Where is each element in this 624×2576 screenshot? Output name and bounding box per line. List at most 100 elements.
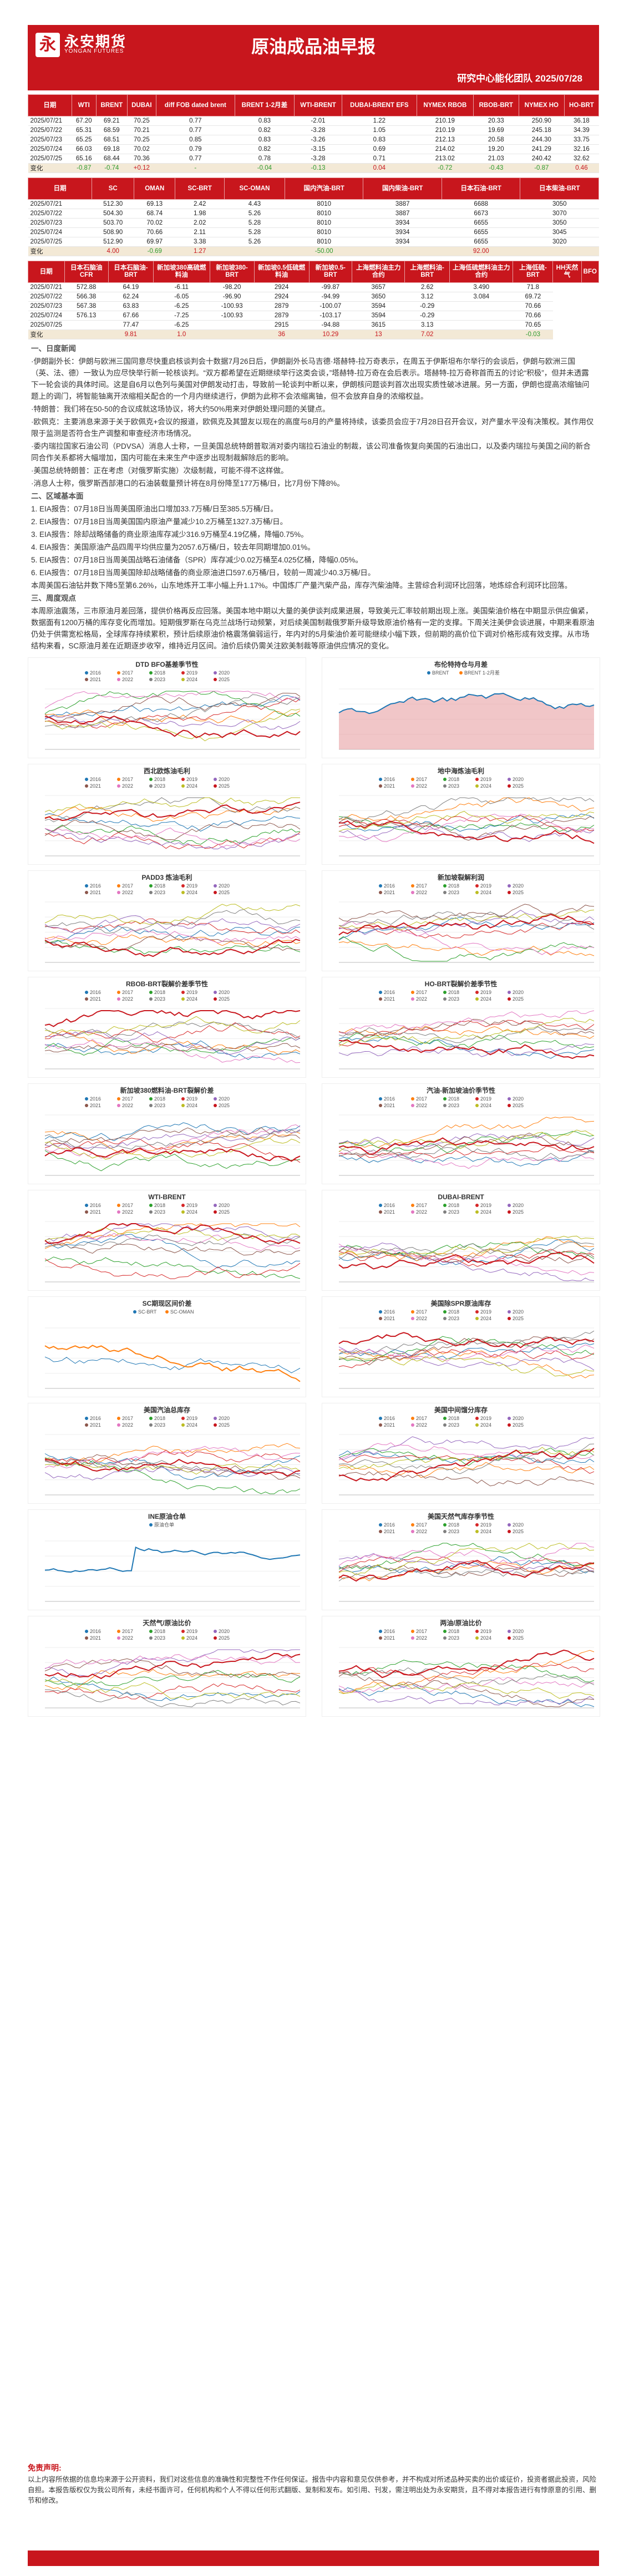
column-header: NYMEX RBOB (416, 94, 474, 116)
legend-swatch (411, 1097, 414, 1101)
series-line (338, 1336, 595, 1362)
series-line (338, 1026, 595, 1039)
table-cell: 66.03 (72, 144, 97, 154)
chart-title: DTD BFO基差季节性 (135, 660, 198, 668)
table-row: 2025/07/24 576.13 67.66 -7.25 -100.93 2879 -10… (28, 311, 599, 321)
legend-swatch (149, 671, 153, 675)
legend-swatch (181, 891, 185, 894)
footer-bar (28, 2550, 599, 2566)
column-header: 日本石脑油CFR (64, 261, 109, 283)
series-line (44, 1129, 301, 1149)
legend-swatch (117, 1417, 120, 1420)
table-cell: 33.75 (564, 135, 599, 145)
series-line (338, 1667, 595, 1685)
view-heading: 三、周度观点 (31, 594, 76, 602)
column-header: WTI-BRENT (294, 94, 342, 116)
series-line (44, 807, 301, 822)
legend-label: 2025 (513, 996, 524, 1002)
legend-label: 2016 (384, 883, 395, 889)
legend-swatch (475, 778, 479, 781)
table-cell: 6655 (442, 237, 520, 247)
legend-label: 2023 (448, 1635, 459, 1641)
legend-label: 2023 (154, 890, 165, 895)
chart-svg: SC期现区间价差 SC-BRT SC-OMAN (44, 1299, 301, 1389)
legend-label: 2019 (480, 1309, 491, 1315)
legend-label: 2020 (513, 1522, 524, 1528)
legend-swatch (475, 891, 479, 894)
legend-swatch (181, 784, 185, 788)
legend-swatch (214, 778, 217, 781)
legend-label: 2017 (122, 1096, 133, 1102)
legend-swatch (443, 1630, 447, 1633)
legend-swatch (85, 1210, 88, 1214)
series-line (44, 1449, 301, 1464)
series-line (338, 1543, 595, 1575)
legend-label: 2018 (448, 883, 459, 889)
table-row: 2025/07/24 508.90 70.66 2.11 5.28 8010 3934 665… (28, 227, 599, 237)
change-cell: 1.0 (153, 329, 210, 339)
legend-label: 2017 (122, 883, 133, 889)
chart-title: 新加坡380燃料油-BRT裂解价差 (120, 1086, 214, 1094)
legend-swatch (85, 1636, 88, 1640)
legend-swatch (214, 1210, 217, 1214)
legend-swatch (214, 1204, 217, 1207)
legend-swatch (475, 1097, 479, 1101)
legend-swatch (508, 778, 511, 781)
legend-label: 2023 (448, 996, 459, 1002)
series-line (338, 1673, 595, 1707)
series-line (44, 934, 301, 951)
column-header: 上海低硫-BRT (513, 261, 554, 283)
table-cell: 2025/07/21 (28, 199, 92, 209)
legend-swatch (475, 784, 479, 788)
legend-swatch (117, 884, 120, 888)
legend-swatch (181, 1204, 185, 1207)
change-cell: 变化 (28, 329, 65, 339)
legend-label: 2022 (416, 996, 427, 1002)
chart-title: 布伦特持仓与月差 (434, 660, 488, 668)
legend-label: 2024 (186, 1422, 197, 1428)
change-cell: 13 (352, 329, 405, 339)
legend-swatch (379, 1417, 382, 1420)
table-cell: 0.85 (156, 135, 235, 145)
legend-swatch (379, 1317, 382, 1320)
series-line (338, 1132, 595, 1157)
series-line (338, 1130, 595, 1153)
legend-swatch (411, 1317, 414, 1320)
legend-label: 2018 (154, 777, 165, 782)
legend-swatch (379, 778, 382, 781)
news-paragraph: ·特朗普：我们将在50-50的合议成就这场协议，将大约50%用来对伊朗处理问题的… (31, 405, 330, 413)
legend-label: 2022 (416, 1529, 427, 1534)
change-cell: 变化 (28, 163, 72, 173)
table-cell: 0.77 (156, 154, 235, 164)
series-line (338, 1560, 595, 1582)
column-header: 日本石油-BRT (441, 178, 521, 200)
table-cell: 8010 (285, 237, 363, 247)
series-line (338, 1244, 595, 1276)
table-cell: 2915 (254, 320, 310, 330)
series-line (44, 1223, 301, 1249)
table-row: 2025/07/22 566.38 62.24 -6.05 -96.90 2924 -94.… (28, 292, 599, 302)
legend-label: 2022 (122, 1422, 133, 1428)
change-cell: 4.00 (92, 246, 134, 256)
legend-label: 2018 (448, 1629, 459, 1634)
series-line (338, 940, 595, 956)
legend-swatch (85, 1423, 88, 1427)
legend-label: 2022 (122, 677, 133, 682)
chart-svg: 布伦特持仓与月差 BRENT BRENT 1-2月差 (338, 660, 595, 750)
column-header: BRENT 1-2月差 (234, 94, 295, 116)
series-line (44, 1345, 301, 1382)
legend-swatch (411, 778, 414, 781)
legend-label: 2022 (122, 783, 133, 789)
legend-label: 2017 (122, 1203, 133, 1208)
table-cell: 567.38 (64, 301, 109, 311)
legend-swatch (508, 997, 511, 1001)
series-line (44, 1039, 301, 1063)
legend-label: 2024 (480, 996, 491, 1002)
chart-title: INE原油仓单 (148, 1512, 186, 1520)
table-cell: 70.36 (127, 154, 156, 164)
legend-swatch (181, 1104, 185, 1107)
legend-label: 2020 (219, 670, 230, 676)
legend-swatch (379, 891, 382, 894)
table-row: 2025/07/23 65.25 68.51 70.25 0.85 0.83 -3.26 0.… (28, 135, 599, 145)
change-cell: 10.29 (309, 329, 352, 339)
